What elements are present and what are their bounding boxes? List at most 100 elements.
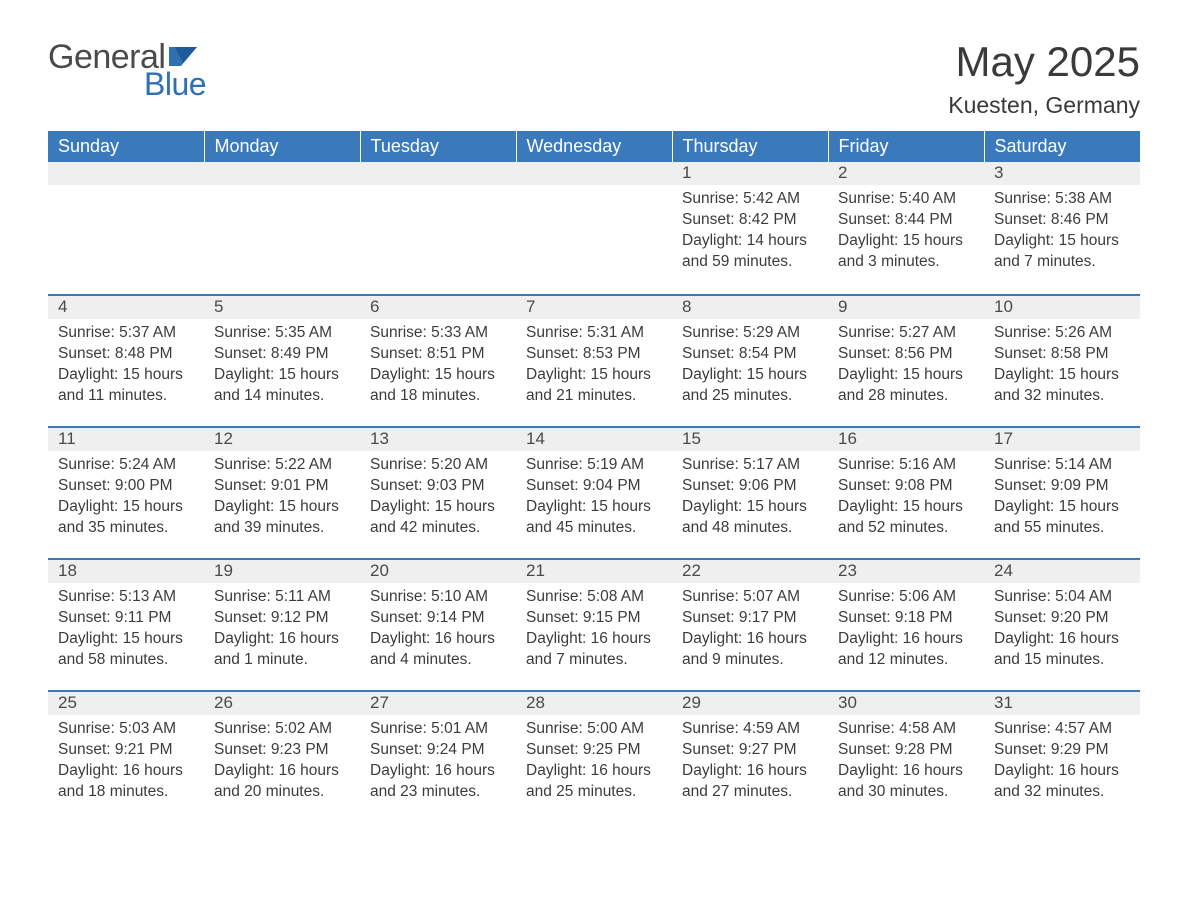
calendar-day-cell: 29Sunrise: 4:59 AMSunset: 9:27 PMDayligh… <box>672 690 828 822</box>
sunset-text: Sunset: 9:21 PM <box>58 740 194 761</box>
calendar-day-cell: 28Sunrise: 5:00 AMSunset: 9:25 PMDayligh… <box>516 690 672 822</box>
day-details <box>516 185 672 203</box>
title-block: May 2025 Kuesten, Germany <box>948 40 1140 119</box>
sunset-text: Sunset: 8:44 PM <box>838 210 974 231</box>
sunrise-text: Sunrise: 4:58 AM <box>838 719 974 740</box>
sunrise-text: Sunrise: 5:04 AM <box>994 587 1130 608</box>
calendar-day-cell: 22Sunrise: 5:07 AMSunset: 9:17 PMDayligh… <box>672 558 828 690</box>
sunset-text: Sunset: 9:28 PM <box>838 740 974 761</box>
calendar-day-cell: 4Sunrise: 5:37 AMSunset: 8:48 PMDaylight… <box>48 294 204 426</box>
sunset-text: Sunset: 9:00 PM <box>58 476 194 497</box>
sunrise-text: Sunrise: 4:59 AM <box>682 719 818 740</box>
day-number: 13 <box>360 426 516 451</box>
calendar-day-cell: 9Sunrise: 5:27 AMSunset: 8:56 PMDaylight… <box>828 294 984 426</box>
daylight-text: Daylight: 15 hours and 42 minutes. <box>370 497 506 539</box>
calendar-day-cell: 13 Sunrise: 5:20 AMSunset: 9:03 PMDayligh… <box>360 426 516 558</box>
sunrise-text: Sunrise: 5:26 AM <box>994 323 1130 344</box>
sunrise-text: Sunrise: 5:07 AM <box>682 587 818 608</box>
sunrise-text: Sunrise: 5:22 AM <box>214 455 350 476</box>
day-details: Sunrise: 5:07 AMSunset: 9:17 PMDaylight:… <box>672 583 828 685</box>
day-details: Sunrise: 5:04 AMSunset: 9:20 PMDaylight:… <box>984 583 1140 685</box>
sunset-text: Sunset: 8:48 PM <box>58 344 194 365</box>
sunrise-text: Sunrise: 5:16 AM <box>838 455 974 476</box>
sunrise-text: Sunrise: 5:37 AM <box>58 323 194 344</box>
day-details: Sunrise: 4:59 AMSunset: 9:27 PMDaylight:… <box>672 715 828 817</box>
sunset-text: Sunset: 9:09 PM <box>994 476 1130 497</box>
day-number: 8 <box>672 294 828 319</box>
sunset-text: Sunset: 9:29 PM <box>994 740 1130 761</box>
calendar-week-row: 1Sunrise: 5:42 AMSunset: 8:42 PMDaylight… <box>48 162 1140 294</box>
day-number: 17 <box>984 426 1140 451</box>
sunset-text: Sunset: 8:42 PM <box>682 210 818 231</box>
sunrise-text: Sunrise: 5:06 AM <box>838 587 974 608</box>
sunrise-text: Sunrise: 5:02 AM <box>214 719 350 740</box>
calendar-day-cell: 16Sunrise: 5:16 AMSunset: 9:08 PMDayligh… <box>828 426 984 558</box>
weekday-header: Saturday <box>984 131 1140 162</box>
calendar-day-cell: 25Sunrise: 5:03 AMSunset: 9:21 PMDayligh… <box>48 690 204 822</box>
daylight-text: Daylight: 14 hours and 59 minutes. <box>682 231 818 273</box>
day-number <box>360 162 516 185</box>
day-details: Sunrise: 5:22 AMSunset: 9:01 PMDaylight:… <box>204 451 360 553</box>
daylight-text: Daylight: 16 hours and 7 minutes. <box>526 629 662 671</box>
day-details: Sunrise: 5:24 AMSunset: 9:00 PMDaylight:… <box>48 451 204 553</box>
sunset-text: Sunset: 9:03 PM <box>370 476 506 497</box>
day-details: Sunrise: 5:13 AMSunset: 9:11 PMDaylight:… <box>48 583 204 685</box>
sunset-text: Sunset: 9:20 PM <box>994 608 1130 629</box>
day-number: 20 <box>360 558 516 583</box>
sunset-text: Sunset: 9:23 PM <box>214 740 350 761</box>
day-number: 21 <box>516 558 672 583</box>
calendar-day-cell: 11Sunrise: 5:24 AMSunset: 9:00 PMDayligh… <box>48 426 204 558</box>
day-number: 16 <box>828 426 984 451</box>
calendar-day-cell: 14Sunrise: 5:19 AMSunset: 9:04 PMDayligh… <box>516 426 672 558</box>
daylight-text: Daylight: 16 hours and 9 minutes. <box>682 629 818 671</box>
sunset-text: Sunset: 9:06 PM <box>682 476 818 497</box>
day-details: Sunrise: 5:03 AMSunset: 9:21 PMDaylight:… <box>48 715 204 817</box>
sunset-text: Sunset: 9:11 PM <box>58 608 194 629</box>
day-number: 29 <box>672 690 828 715</box>
sunset-text: Sunset: 8:46 PM <box>994 210 1130 231</box>
day-details: Sunrise: 5:42 AMSunset: 8:42 PMDaylight:… <box>672 185 828 287</box>
day-number: 25 <box>48 690 204 715</box>
day-number: 28 <box>516 690 672 715</box>
sunset-text: Sunset: 9:27 PM <box>682 740 818 761</box>
day-number: 23 <box>828 558 984 583</box>
day-details: Sunrise: 5:11 AMSunset: 9:12 PMDaylight:… <box>204 583 360 685</box>
sunrise-text: Sunrise: 5:20 AM <box>370 455 506 476</box>
day-number: 3 <box>984 162 1140 185</box>
weekday-header: Thursday <box>672 131 828 162</box>
day-details: Sunrise: 5:33 AMSunset: 8:51 PMDaylight:… <box>360 319 516 421</box>
logo-text-blue: Blue <box>144 68 206 100</box>
sunrise-text: Sunrise: 5:42 AM <box>682 189 818 210</box>
day-details <box>360 185 516 203</box>
sunrise-text: Sunrise: 5:11 AM <box>214 587 350 608</box>
day-details: Sunrise: 5:06 AMSunset: 9:18 PMDaylight:… <box>828 583 984 685</box>
location-label: Kuesten, Germany <box>948 92 1140 119</box>
weekday-header: Wednesday <box>516 131 672 162</box>
daylight-text: Daylight: 15 hours and 55 minutes. <box>994 497 1130 539</box>
day-details: Sunrise: 5:31 AMSunset: 8:53 PMDaylight:… <box>516 319 672 421</box>
calendar-day-cell: 7Sunrise: 5:31 AMSunset: 8:53 PMDaylight… <box>516 294 672 426</box>
sunrise-text: Sunrise: 5:40 AM <box>838 189 974 210</box>
daylight-text: Daylight: 15 hours and 48 minutes. <box>682 497 818 539</box>
daylight-text: Daylight: 16 hours and 18 minutes. <box>58 761 194 803</box>
daylight-text: Daylight: 16 hours and 30 minutes. <box>838 761 974 803</box>
day-number: 24 <box>984 558 1140 583</box>
day-number: 30 <box>828 690 984 715</box>
sunset-text: Sunset: 9:18 PM <box>838 608 974 629</box>
sunrise-text: Sunrise: 5:13 AM <box>58 587 194 608</box>
day-details: Sunrise: 5:35 AMSunset: 8:49 PMDaylight:… <box>204 319 360 421</box>
calendar-day-cell: 5Sunrise: 5:35 AMSunset: 8:49 PMDaylight… <box>204 294 360 426</box>
sunrise-text: Sunrise: 5:17 AM <box>682 455 818 476</box>
day-details: Sunrise: 5:10 AMSunset: 9:14 PMDaylight:… <box>360 583 516 685</box>
calendar-day-cell: 23Sunrise: 5:06 AMSunset: 9:18 PMDayligh… <box>828 558 984 690</box>
sunrise-text: Sunrise: 5:33 AM <box>370 323 506 344</box>
calendar-day-cell: 6Sunrise: 5:33 AMSunset: 8:51 PMDaylight… <box>360 294 516 426</box>
sunset-text: Sunset: 9:08 PM <box>838 476 974 497</box>
day-details: Sunrise: 4:57 AMSunset: 9:29 PMDaylight:… <box>984 715 1140 817</box>
day-details: Sunrise: 5:02 AMSunset: 9:23 PMDaylight:… <box>204 715 360 817</box>
sunset-text: Sunset: 9:04 PM <box>526 476 662 497</box>
day-details: Sunrise: 5:26 AMSunset: 8:58 PMDaylight:… <box>984 319 1140 421</box>
day-number <box>516 162 672 185</box>
sunrise-text: Sunrise: 5:27 AM <box>838 323 974 344</box>
calendar-day-cell <box>204 162 360 294</box>
